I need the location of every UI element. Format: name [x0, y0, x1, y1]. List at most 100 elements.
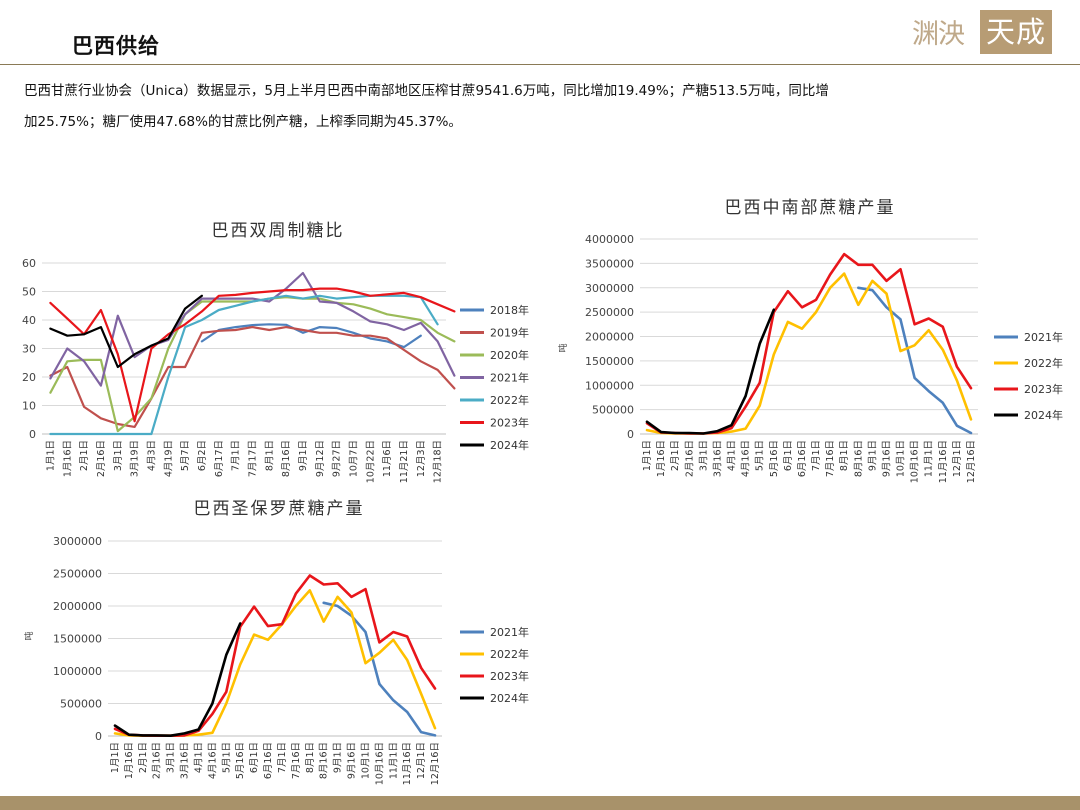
x-tick-label: 2月1日 — [670, 440, 681, 471]
logo-right-text: 天成 — [980, 10, 1052, 54]
series-line-2023年 — [645, 252, 973, 435]
x-tick-label: 4月16日 — [207, 742, 218, 779]
x-tick-label: 6月16日 — [797, 440, 808, 477]
x-tick-label: 3月1日 — [698, 440, 709, 471]
x-tick-label: 12月1日 — [416, 742, 427, 779]
summary-paragraph: 巴西甘蔗行业协会（Unica）数据显示，5月上半月巴西中南部地区压榨甘蔗9541… — [24, 76, 1064, 138]
legend-label: 2023年 — [1024, 382, 1063, 396]
page-title: 巴西供给 — [72, 34, 160, 58]
series-line-2024年 — [645, 308, 776, 435]
y-tick-label: 4000000 — [585, 233, 634, 246]
x-tick-label: 9月1日 — [867, 440, 878, 471]
legend-label: 2021年 — [1024, 330, 1063, 344]
x-tick-label: 4月16日 — [741, 440, 752, 477]
x-tick-label: 12月3日 — [416, 440, 427, 477]
sugar-ratio-chart: 巴西双周制糖比 0 10 20 30 40 50 60 1月1日 1月16日 2月1日 2月16日 3月… — [22, 221, 529, 483]
y-tick-label: 3000000 — [585, 282, 634, 295]
x-tick-label: 1月1日 — [45, 440, 56, 471]
legend-label: 2024年 — [490, 438, 529, 452]
y-tick-label: 1500000 — [585, 355, 634, 368]
x-tick-label: 11月1日 — [388, 742, 399, 779]
x-tick-label: 1月16日 — [62, 440, 73, 477]
series-line-2023年 — [113, 574, 437, 738]
x-tick-label: 12月18日 — [433, 440, 444, 483]
x-tick-label: 9月1日 — [298, 440, 309, 471]
y-tick-label: 40 — [22, 314, 36, 327]
legend-label: 2022年 — [1024, 356, 1063, 370]
x-tick-label: 11月6日 — [382, 440, 393, 477]
y-axis-unit: 吨 — [23, 631, 35, 640]
legend-label: 2021年 — [490, 625, 529, 639]
x-tick-label: 4月1日 — [727, 440, 738, 471]
series-line-2021年 — [49, 271, 456, 387]
x-tick-label: 12月16日 — [430, 742, 441, 785]
y-tick-label: 30 — [22, 343, 36, 356]
x-tick-label: 7月1日 — [277, 742, 288, 773]
x-tick-label: 4月1日 — [193, 742, 204, 773]
x-tick-label: 2月16日 — [684, 440, 695, 477]
logo-left-text: 渊泱 — [912, 19, 965, 50]
series-line-2024年 — [113, 622, 242, 738]
legend-label: 2024年 — [490, 691, 529, 705]
x-tick-label: 4月3日 — [146, 440, 157, 471]
x-tick-label: 5月7日 — [180, 440, 191, 471]
series-line-2022年 — [113, 589, 437, 738]
series-line-2018年 — [200, 323, 422, 349]
y-tick-label: 2500000 — [585, 306, 634, 319]
chart-title: 巴西圣保罗蔗糖产量 — [194, 499, 365, 519]
legend-label: 2020年 — [490, 348, 529, 362]
x-tick-label: 9月16日 — [881, 440, 892, 477]
x-tick-label: 1月16日 — [124, 742, 135, 779]
x-tick-label: 2月1日 — [79, 440, 90, 471]
x-tick-label: 6月17日 — [214, 440, 225, 477]
center-south-sugar-chart: 巴西中南部蔗糖产量 0 500000 1000000 1500000 2000000 250… — [557, 198, 1063, 483]
x-tick-label: 1月1日 — [642, 440, 653, 471]
y-tick-label: 3000000 — [53, 535, 102, 548]
x-tick-label: 7月17日 — [247, 440, 258, 477]
series-line-2024年 — [49, 294, 203, 369]
x-tick-label: 1月16日 — [656, 440, 667, 477]
y-tick-label: 0 — [627, 428, 634, 441]
header-bar: 巴西供给 渊泱 天成 — [0, 0, 1080, 66]
legend-label: 2022年 — [490, 647, 529, 661]
y-tick-label: 3500000 — [585, 257, 634, 270]
x-tick-label: 7月16日 — [825, 440, 836, 477]
x-tick-label: 11月1日 — [924, 440, 935, 477]
chart-title: 巴西中南部蔗糖产量 — [725, 198, 896, 218]
x-tick-label: 12月1日 — [952, 440, 963, 477]
x-tick-label: 5月1日 — [221, 742, 232, 773]
legend-label: 2022年 — [490, 393, 529, 407]
footer-bar — [0, 796, 1080, 810]
series-line-2019年 — [49, 326, 456, 428]
legend-label: 2024年 — [1024, 408, 1063, 422]
header-divider — [0, 64, 1080, 65]
x-tick-label: 9月1日 — [333, 742, 344, 773]
x-tick-label: 6月1日 — [783, 440, 794, 471]
x-tick-label: 9月27日 — [332, 440, 343, 477]
x-tick-label: 8月16日 — [281, 440, 292, 477]
x-tick-label: 10月1日 — [360, 742, 371, 779]
y-tick-label: 500000 — [60, 698, 102, 711]
x-tick-label: 11月21日 — [399, 440, 410, 483]
x-tick-label: 9月16日 — [347, 742, 358, 779]
x-tick-label: 8月1日 — [839, 440, 850, 471]
y-tick-label: 10 — [22, 400, 36, 413]
x-tick-label: 12月16日 — [966, 440, 977, 483]
x-tick-label: 3月16日 — [712, 440, 723, 477]
x-tick-label: 10月7日 — [348, 440, 359, 477]
y-tick-label: 2000000 — [53, 600, 102, 613]
y-tick-label: 1000000 — [53, 665, 102, 678]
y-tick-label: 500000 — [592, 404, 634, 417]
x-tick-label: 8月16日 — [319, 742, 330, 779]
x-tick-label: 10月16日 — [374, 742, 385, 785]
y-tick-label: 60 — [22, 257, 36, 270]
x-tick-label: 3月19日 — [130, 440, 141, 477]
legend-label: 2019年 — [490, 326, 529, 340]
x-tick-label: 8月1日 — [264, 440, 275, 471]
y-tick-label: 50 — [22, 286, 36, 299]
legend-label: 2018年 — [490, 303, 529, 317]
x-tick-label: 7月1日 — [231, 440, 242, 471]
series-line-2021年 — [322, 601, 437, 737]
x-tick-label: 8月16日 — [853, 440, 864, 477]
x-tick-label: 2月1日 — [138, 742, 149, 773]
